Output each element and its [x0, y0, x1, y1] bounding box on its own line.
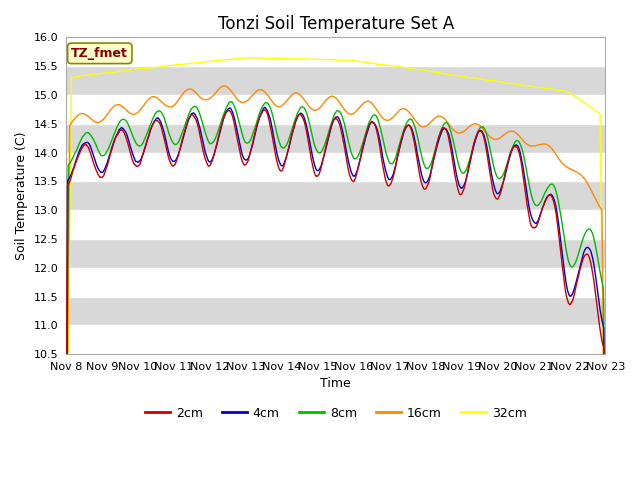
- Bar: [66, 37, 605, 66]
- Legend: 2cm, 4cm, 8cm, 16cm, 32cm: 2cm, 4cm, 8cm, 16cm, 32cm: [140, 402, 532, 424]
- Y-axis label: Soil Temperature (C): Soil Temperature (C): [15, 132, 28, 260]
- X-axis label: Time: Time: [320, 377, 351, 390]
- Bar: [66, 153, 605, 181]
- Bar: [66, 95, 605, 124]
- Bar: [66, 210, 605, 239]
- Bar: [66, 268, 605, 297]
- Title: Tonzi Soil Temperature Set A: Tonzi Soil Temperature Set A: [218, 15, 454, 33]
- Text: TZ_fmet: TZ_fmet: [71, 47, 128, 60]
- Bar: [66, 325, 605, 354]
